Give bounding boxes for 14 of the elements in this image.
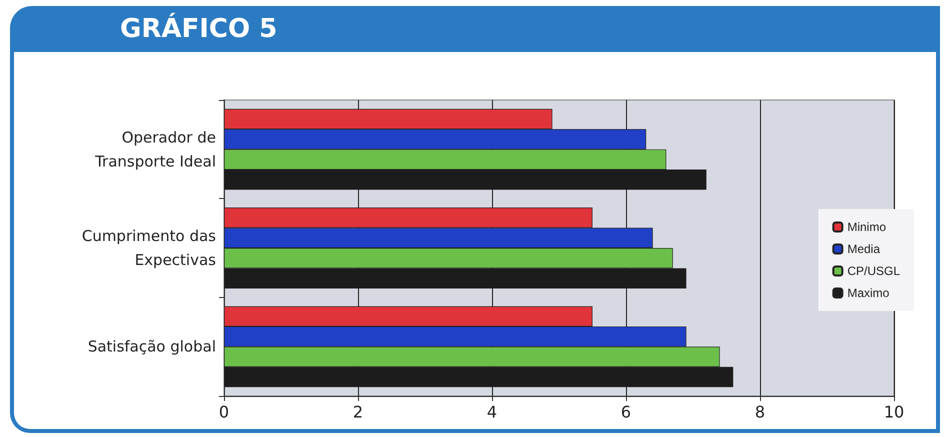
x-tick-label: 0 — [218, 402, 230, 422]
legend-label: Minimo — [847, 220, 886, 234]
legend-label: CP/USGL — [847, 264, 900, 278]
y-tick-label: Satisfação global — [88, 338, 216, 356]
y-tick-label: Cumprimento das Expectivas — [82, 227, 216, 269]
x-tick-label: 2 — [352, 402, 364, 422]
legend-label: Media — [847, 242, 880, 256]
y-tick-label: Operador de Transporte Ideal — [94, 128, 216, 170]
x-tick-label: 6 — [620, 402, 632, 422]
x-tick-label: 8 — [754, 402, 766, 422]
chart-title: GRÁFICO 5 — [10, 6, 940, 52]
x-tick-label: 4 — [486, 402, 498, 422]
legend-label: Maximo — [847, 286, 890, 300]
x-tick-label: 10 — [884, 402, 904, 422]
